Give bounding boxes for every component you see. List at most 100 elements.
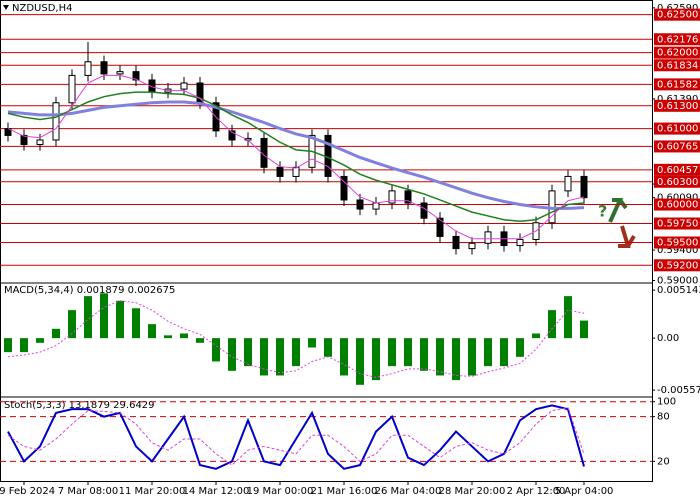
bar <box>356 338 364 385</box>
x-tick-label: 28 Mar 20:00 <box>439 486 506 497</box>
candle-body <box>340 175 348 201</box>
x-tick-label: 26 Mar 04:00 <box>375 486 442 497</box>
bar <box>436 338 444 376</box>
candle-body <box>580 175 588 199</box>
level-label: 0.61834 <box>657 60 698 71</box>
candle-body <box>100 61 108 75</box>
moving-average <box>7 100 585 210</box>
candle-body <box>68 74 76 104</box>
stoch-line <box>7 404 585 470</box>
level-label-box <box>654 122 700 135</box>
x-tick-label: 5 Apr 04:00 <box>555 486 614 497</box>
bar <box>452 338 460 381</box>
bar <box>260 338 268 376</box>
candle-body <box>36 139 44 146</box>
candle-body <box>276 166 284 177</box>
level-label: 0.62176 <box>657 34 698 45</box>
level-label-box <box>654 33 700 46</box>
level-label: 0.59500 <box>657 238 698 249</box>
bar <box>84 296 92 339</box>
bar <box>132 308 140 339</box>
level-label: 0.62500 <box>657 10 698 21</box>
bar <box>500 338 508 367</box>
x-tick-label: 21 Mar 16:00 <box>311 486 378 497</box>
macd-title: MACD(5,34,4) 0.001879 0.002675 <box>4 285 175 296</box>
level-label: 0.59200 <box>657 260 698 271</box>
bar <box>244 338 252 367</box>
candle-body <box>484 231 492 244</box>
y-tick-label: 0.005143 <box>657 285 700 296</box>
bar <box>308 338 316 348</box>
x-tick-label: 7 Mar 08:00 <box>58 486 118 497</box>
bar <box>116 300 124 339</box>
bar <box>340 338 348 376</box>
y-tick-label: 0.00 <box>657 333 679 344</box>
candle-body <box>388 190 396 204</box>
bar <box>420 338 428 371</box>
y-tick-label: 80 <box>657 412 670 423</box>
level-label: 0.60765 <box>657 141 698 152</box>
candle-body <box>52 102 60 141</box>
candle-body <box>4 128 12 136</box>
bar <box>212 338 220 362</box>
y-tick-label: 0.61390 <box>657 94 698 105</box>
moving-average <box>7 91 585 222</box>
candle-body <box>468 242 476 250</box>
level-label-box <box>654 259 700 272</box>
bar <box>516 338 524 357</box>
x-tick-label: 29 Feb 2024 <box>0 486 55 497</box>
bar <box>180 333 188 339</box>
level-label-box <box>654 46 700 59</box>
candle-body <box>180 82 188 90</box>
bar <box>372 338 380 381</box>
bar <box>404 338 412 367</box>
x-tick-label: 2 Apr 12:00 <box>507 486 566 497</box>
bar <box>580 320 588 339</box>
y-tick-label: 0.59000 <box>657 275 698 286</box>
candle-body <box>516 238 524 247</box>
candle-body <box>132 71 140 81</box>
bar <box>324 338 332 357</box>
level-label-box <box>654 236 700 249</box>
candle-body <box>356 199 364 210</box>
stoch-title: Stoch(5,3,3) 13.1879 29.6429 <box>4 400 155 411</box>
level-label: 0.61000 <box>657 124 698 135</box>
level-label: 0.61300 <box>657 101 698 112</box>
candle-body <box>228 130 236 141</box>
bar <box>20 338 28 353</box>
level-label-box <box>654 198 700 211</box>
level-label: 0.60457 <box>657 165 698 176</box>
candle-body <box>116 71 124 75</box>
y-tick-label: -0.005573 <box>657 385 700 396</box>
level-label: 0.62000 <box>657 48 698 59</box>
candle-body <box>436 217 444 237</box>
candle-body <box>564 175 572 192</box>
chart-title: NZDUSD,H4 <box>12 3 72 14</box>
candle-body <box>420 202 428 219</box>
candle-body <box>20 134 28 146</box>
level-label-box <box>654 78 700 91</box>
y-tick-label: 0.60090 <box>657 193 698 204</box>
annotation: ? <box>598 202 607 221</box>
level-label-box <box>654 175 700 188</box>
level-label-box <box>654 163 700 176</box>
candle-body <box>452 235 460 250</box>
level-label-box <box>654 8 700 21</box>
candle-body <box>404 190 412 204</box>
bar <box>148 324 156 339</box>
level-label-box <box>654 140 700 153</box>
bar <box>468 338 476 376</box>
candle-body <box>292 166 300 177</box>
y-tick-label: 100 <box>657 397 676 408</box>
down-arrow <box>618 225 636 248</box>
moving-average <box>7 74 585 240</box>
level-label: 0.60300 <box>657 177 698 188</box>
bar <box>36 338 44 343</box>
bar <box>548 310 556 339</box>
level-label: 0.59750 <box>657 219 698 230</box>
y-tick-label: 0.62590 <box>657 3 698 14</box>
bar <box>4 338 12 353</box>
y-tick-label: 0.59400 <box>657 245 698 256</box>
